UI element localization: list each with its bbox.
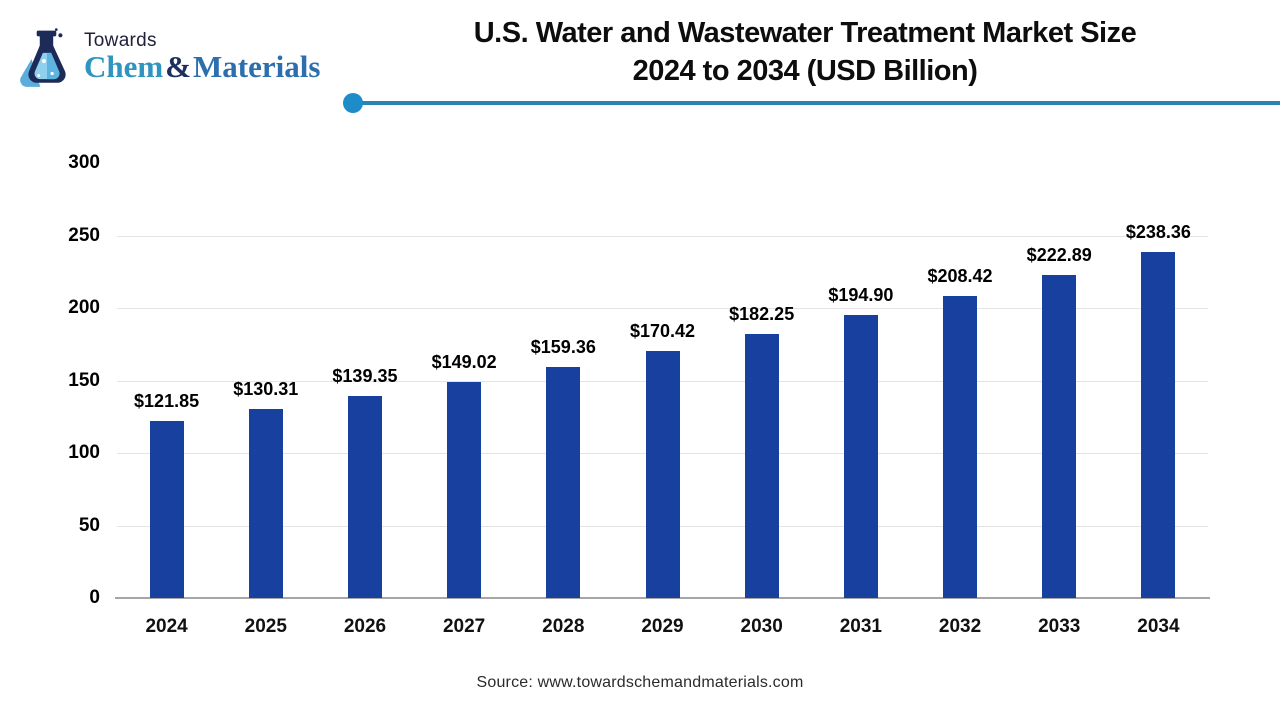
logo: Towards Chem&Materials — [14, 24, 320, 90]
bar-chart: 0 50 100 150 200 250 300 $121.85 2024 $130.31 2025… — [68, 152, 1210, 637]
bar — [843, 315, 878, 598]
title-divider-dot — [343, 93, 363, 113]
brand-name: Chem&Materials — [84, 49, 321, 84]
bar — [447, 381, 482, 598]
x-axis-label: 2031 — [839, 616, 882, 637]
x-axis-label: 2032 — [938, 616, 982, 637]
bar-value-label: $208.42 — [927, 265, 993, 286]
bar-value-label: $130.31 — [233, 379, 299, 400]
x-axis-label: 2029 — [641, 616, 684, 637]
bar — [943, 295, 978, 598]
y-axis-label: 0 — [89, 587, 100, 608]
bar-value-label: $222.89 — [1026, 244, 1092, 265]
gridline — [117, 235, 1208, 237]
y-axis-label: 250 — [68, 224, 100, 246]
bar — [149, 421, 184, 598]
x-axis-label: 2034 — [1137, 616, 1180, 637]
bar — [248, 409, 283, 598]
bar — [1042, 274, 1077, 598]
bar-value-label: $139.35 — [332, 365, 398, 386]
title-line1: U.S. Water and Wastewater Treatment Mark… — [473, 17, 1137, 49]
logo-text: Towards Chem&Materials — [84, 24, 320, 82]
y-axis-label: 50 — [78, 514, 100, 536]
bar-value-label: $182.25 — [729, 303, 795, 324]
bar — [645, 350, 680, 598]
brand-ampersand: & — [165, 49, 192, 84]
title-divider-line — [353, 101, 1280, 105]
bar — [546, 366, 581, 598]
bar-value-label: $170.42 — [629, 320, 696, 341]
x-axis-label: 2024 — [145, 616, 188, 637]
bar-value-label: $238.36 — [1125, 222, 1191, 243]
bar-value-label: $194.90 — [828, 285, 894, 306]
gridline — [117, 308, 1208, 309]
title-line2: 2024 to 2034 (USD Billion) — [632, 55, 978, 87]
y-axis-label: 150 — [68, 369, 100, 391]
brand-materials: Materials — [193, 49, 321, 84]
brand-towards: Towards — [84, 30, 157, 51]
bar — [347, 395, 382, 598]
x-axis-label: 2027 — [442, 616, 486, 637]
y-axis-label: 200 — [68, 297, 100, 318]
bar-value-label: $121.85 — [134, 391, 200, 412]
x-axis-label: 2026 — [343, 616, 387, 637]
source-text: Source: www.towardschemandmaterials.com — [476, 674, 804, 691]
bar-value-label: $149.02 — [431, 351, 497, 372]
page-title: U.S. Water and Wastewater Treatment Mark… — [410, 14, 1200, 90]
x-axis-label: 2028 — [542, 616, 585, 637]
x-axis-label: 2030 — [740, 616, 783, 637]
x-axis-line — [115, 597, 1210, 599]
bar — [1141, 252, 1176, 598]
brand-chem: Chem — [84, 49, 164, 84]
y-axis-label: 300 — [68, 152, 100, 173]
flask-icon — [20, 28, 66, 87]
bar — [744, 333, 779, 598]
x-axis-label: 2025 — [244, 616, 287, 637]
x-axis-label: 2033 — [1038, 616, 1081, 637]
y-axis-label: 100 — [68, 442, 100, 463]
bar-value-label: $159.36 — [530, 336, 596, 357]
